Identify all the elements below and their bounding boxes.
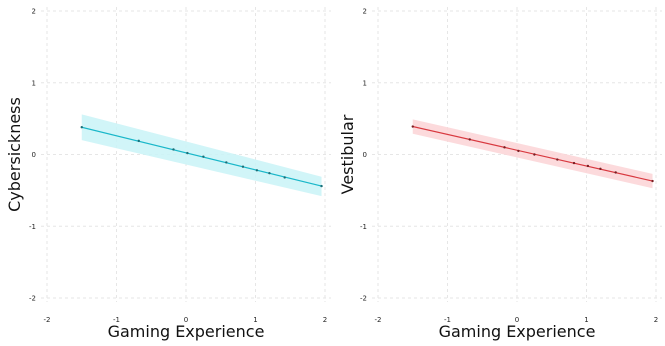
x-tick-label: 0 [515, 316, 519, 324]
y-tick-label: 0 [363, 151, 367, 159]
data-point [241, 165, 245, 168]
data-point [556, 158, 559, 161]
data-point [283, 176, 286, 179]
data-point [255, 169, 259, 172]
x-tick-label: -2 [44, 316, 51, 324]
x-tick-label: 1 [584, 316, 588, 324]
data-point [80, 126, 83, 129]
data-point [268, 171, 271, 175]
data-point [651, 179, 654, 183]
regression-line [81, 126, 322, 187]
y-axis-title: Vestibular [338, 114, 357, 194]
data-point [586, 164, 590, 168]
y-tick-label: 1 [363, 79, 367, 87]
x-tick-label: -1 [113, 316, 120, 324]
x-tick-label: 0 [184, 316, 188, 324]
data-point [137, 139, 140, 143]
data-point [599, 167, 602, 171]
data-point [411, 125, 414, 128]
confidence-band [81, 114, 322, 197]
chart-panel-2: -2 -1 0 1 2 2 1 0 -1 -2 Gaming Experience Vestibula… [338, 7, 662, 341]
data-point [517, 149, 520, 153]
data-point [614, 171, 617, 174]
x-tick-label: 2 [323, 316, 327, 324]
chart-panel-1: -2 -1 0 1 2 2 1 0 -1 -2 Gaming Experience Cybersick… [5, 7, 331, 341]
data-point [172, 148, 175, 151]
y-tick-label: 0 [32, 151, 36, 159]
y-tick-label: -1 [29, 223, 36, 231]
data-point [202, 155, 205, 158]
x-tick-label: 2 [654, 316, 658, 324]
x-tick-label: -1 [444, 316, 451, 324]
y-tick-label: -2 [29, 295, 36, 303]
x-tick-label: 1 [253, 316, 257, 324]
data-point [225, 161, 228, 164]
regression-line [412, 125, 653, 182]
x-axis-title: Gaming Experience [108, 322, 265, 341]
y-tick-label: 2 [363, 8, 367, 16]
data-point [572, 161, 576, 165]
data-point [503, 146, 506, 149]
x-tick-label: -2 [375, 316, 382, 324]
x-axis-title: Gaming Experience [439, 322, 596, 341]
y-tick-label: 1 [32, 79, 36, 87]
y-tick-label: -1 [360, 223, 367, 231]
data-point [320, 184, 323, 188]
data-point [533, 153, 536, 156]
data-point [468, 138, 471, 141]
y-tick-label: -2 [360, 295, 367, 303]
data-point [186, 151, 189, 155]
y-axis-title: Cybersickness [5, 97, 24, 212]
y-tick-label: 2 [32, 8, 36, 16]
